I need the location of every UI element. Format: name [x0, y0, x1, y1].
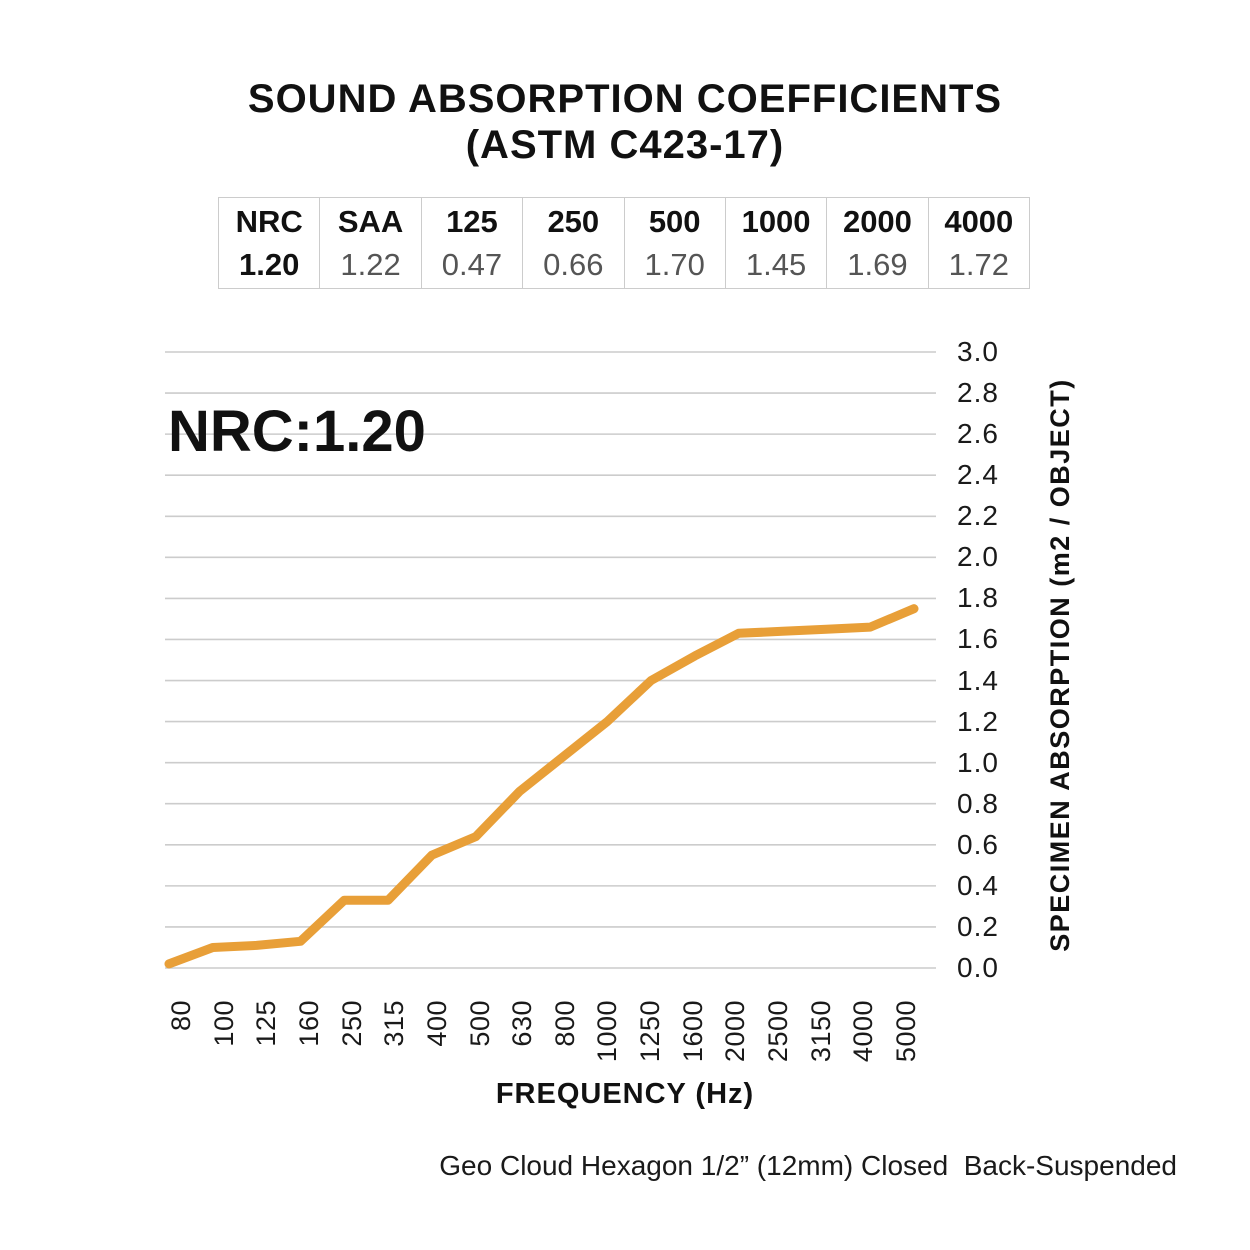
y-tick-label: 0.0: [957, 952, 999, 983]
column-header: 2000: [842, 204, 912, 239]
column-value: 1.22: [340, 247, 401, 282]
x-tick-label: 125: [251, 1000, 282, 1047]
x-tick-label: 3150: [805, 1000, 836, 1063]
x-tick-label: 5000: [891, 1000, 921, 1063]
column-value: 1.70: [644, 247, 705, 282]
page-subtitle: (ASTM C423-17): [465, 123, 785, 167]
column-header: NRC: [235, 204, 303, 239]
y-tick-label: 1.0: [957, 746, 999, 778]
column-value: 0.47: [441, 247, 503, 282]
x-tick-label: 1600: [677, 1000, 708, 1063]
y-tick-label: 2.0: [957, 541, 999, 573]
title-block: SOUND ABSORPTION COEFFICIENTS (ASTM C423…: [0, 76, 1250, 168]
y-tick-label: 1.2: [957, 705, 999, 737]
absorption-line: [164, 604, 919, 969]
column-header: 4000: [944, 204, 1014, 239]
column-header: SAA: [337, 204, 404, 239]
y-tick-label: 0.2: [957, 910, 999, 942]
y-tick-label: 1.6: [957, 623, 999, 655]
x-tick-label: 1250: [635, 1000, 666, 1063]
nrc-annotation: NRC:1.20: [168, 399, 426, 464]
y-tick-label: 2.8: [957, 377, 999, 409]
x-tick-label: 630: [507, 1000, 538, 1047]
x-tick-label: 100: [208, 1000, 239, 1047]
table-column-500: 500 1.70: [623, 198, 725, 288]
y-tick-label: 2.4: [957, 459, 999, 491]
column-value: 1.20: [239, 247, 300, 282]
table-column-250: 250 0.66: [522, 198, 623, 288]
x-tick-label: 160: [293, 1000, 324, 1047]
x-tick-label: 4000: [848, 1000, 879, 1063]
x-axis-title: FREQUENCY (Hz): [495, 1078, 755, 1110]
x-tick-label: 2000: [720, 1000, 751, 1063]
x-tick-label: 1000: [592, 1000, 623, 1063]
table-column-125: 125 0.47: [420, 198, 522, 288]
y-axis-title: SPECIMEN ABSORPTION (m2 / OBJECT): [1045, 378, 1075, 952]
y-tick-label: 2.6: [957, 418, 999, 450]
y-tick-label: 3.0: [957, 336, 999, 367]
x-tick-label: 315: [379, 1000, 410, 1047]
y-tick-label: 1.8: [957, 582, 999, 614]
x-tick-label: 800: [549, 1000, 580, 1047]
x-tick-label: 250: [336, 1000, 367, 1047]
table-column-saa: SAA 1.22: [319, 198, 420, 288]
column-value: 1.45: [745, 247, 807, 282]
column-header: 1000: [741, 204, 811, 239]
coefficients-table: NRC 1.20 SAA 1.22 125 0.47 250 0.66 500 1.70 1000 1…: [218, 197, 1030, 289]
x-tick-label: 2500: [763, 1000, 794, 1063]
y-tick-label: 0.6: [957, 828, 999, 860]
y-tick-label: 2.2: [957, 500, 999, 532]
table-column-4000: 4000 1.72: [927, 198, 1029, 288]
y-tick-label: 0.8: [957, 787, 999, 819]
x-tick-label: 80: [166, 1000, 196, 1032]
table-column-2000: 2000 1.69: [826, 198, 927, 288]
column-value: 1.72: [948, 247, 1009, 282]
y-tick-label: 1.4: [957, 664, 999, 696]
specimen-caption: Geo Cloud Hexagon 1/2” (12mm) Closed Bac…: [439, 1150, 1177, 1181]
column-value: 1.69: [847, 247, 908, 282]
column-header: 125: [446, 204, 498, 239]
table-column-nrc: NRC 1.20: [219, 198, 319, 288]
x-tick-label: 500: [464, 1000, 495, 1047]
column-header: 500: [648, 204, 701, 239]
table-column-1000: 1000 1.45: [724, 198, 826, 288]
column-header: 250: [547, 204, 600, 239]
column-value: 0.66: [543, 247, 604, 282]
y-tick-label: 0.4: [957, 869, 999, 901]
page-title: SOUND ABSORPTION COEFFICIENTS: [247, 77, 1003, 121]
x-tick-label: 400: [421, 1000, 452, 1047]
